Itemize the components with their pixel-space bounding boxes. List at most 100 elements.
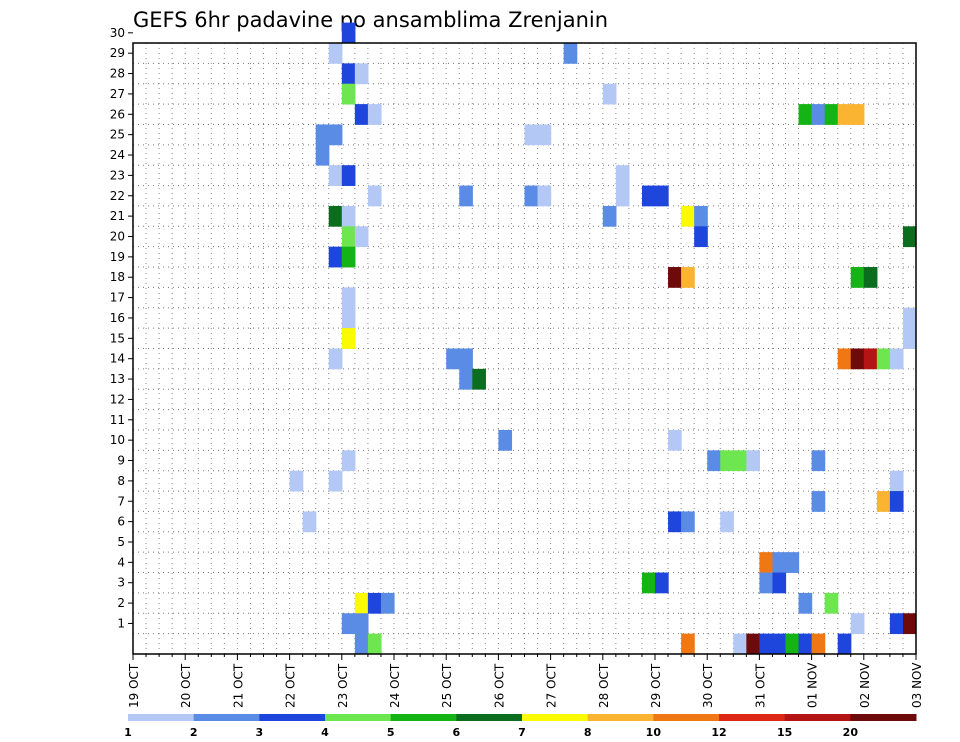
x-tick-label: 28 OCT (597, 663, 611, 708)
precip-cell (315, 124, 330, 146)
colorbar-swatch (456, 714, 523, 721)
precip-cell (681, 205, 695, 227)
y-tick-label: 23 (110, 168, 125, 182)
precip-cell (785, 552, 800, 573)
y-tick-label: 30 (110, 26, 125, 40)
precip-cell (328, 205, 343, 227)
x-tick-label: 27 OCT (545, 663, 559, 708)
precip-cell (315, 144, 330, 166)
precip-cell (602, 205, 617, 227)
precip-cell (328, 348, 343, 370)
precip-cell (498, 429, 513, 451)
precip-cell (354, 592, 369, 614)
precip-cell (328, 43, 343, 64)
y-tick-label: 12 (110, 392, 125, 406)
precip-cell (354, 633, 369, 655)
precip-cell (615, 185, 630, 207)
x-tick-label: 24 OCT (388, 663, 402, 708)
precip-cell (824, 104, 839, 125)
colorbar-swatch (522, 714, 589, 721)
precip-cell (341, 165, 356, 186)
precip-cell (850, 348, 865, 370)
colorbar-swatch (390, 714, 457, 721)
precip-cell (850, 267, 865, 288)
precip-cell (876, 348, 891, 370)
colorbar-label: 1 (124, 726, 132, 739)
precip-cell (863, 348, 878, 370)
y-tick-label: 18 (110, 270, 125, 284)
precip-cell (902, 328, 916, 349)
precip-cell (772, 572, 787, 594)
x-tick-label: 31 OCT (753, 663, 767, 708)
precip-cell (537, 185, 552, 207)
precip-cell (863, 267, 878, 288)
precip-cell (876, 491, 891, 512)
precip-cell (889, 348, 904, 370)
y-tick-label: 7 (117, 494, 125, 508)
precip-cell (850, 613, 865, 635)
colorbar-swatch (193, 714, 260, 721)
precip-cell (902, 613, 916, 635)
colorbar-swatch (850, 714, 917, 721)
y-tick-label: 20 (110, 229, 125, 243)
precip-cell (341, 63, 356, 85)
precip-cell (446, 348, 460, 370)
precip-cell (811, 104, 826, 125)
precip-cell (459, 185, 473, 207)
x-tick-label: 23 OCT (336, 663, 350, 708)
colorbar-label: 15 (777, 726, 792, 739)
precip-cell (537, 124, 552, 146)
precip-cell (602, 83, 617, 105)
precip-cell (798, 592, 813, 614)
precip-cell (811, 491, 826, 512)
precip-cell (837, 348, 852, 370)
y-tick-label: 4 (117, 555, 125, 569)
precip-cell (354, 63, 369, 85)
y-tick-label: 14 (110, 352, 125, 366)
precip-cell (354, 226, 369, 248)
colorbar-swatch (128, 714, 195, 721)
x-tick-label: 26 OCT (492, 663, 506, 708)
y-tick-label: 25 (110, 128, 125, 142)
precip-cell (772, 633, 787, 655)
precip-cell (733, 450, 747, 472)
x-tick-label: 20 OCT (179, 663, 193, 708)
precip-cell (563, 43, 578, 64)
y-tick-label: 19 (110, 250, 125, 264)
colorbar-label: 5 (387, 726, 395, 739)
y-tick-label: 22 (110, 189, 125, 203)
y-axis: 1234567891011121314151617181920212223242… (110, 26, 133, 630)
precip-cell (746, 633, 760, 655)
colorbar-swatch (719, 714, 786, 721)
precip-cell (668, 511, 682, 533)
precip-cell (341, 287, 356, 309)
precip-cell (889, 491, 904, 512)
precip-cell (694, 226, 708, 248)
precip-cell (341, 205, 356, 227)
precip-cell (472, 368, 486, 390)
precip-cell (459, 348, 473, 370)
precip-cell (459, 368, 473, 390)
y-tick-label: 8 (117, 474, 125, 488)
precip-cell (785, 633, 800, 655)
x-tick-label: 21 OCT (231, 663, 245, 708)
precip-cell (902, 307, 916, 329)
precip-cell (341, 450, 356, 472)
precip-cell (380, 592, 395, 614)
precip-cell (837, 633, 852, 655)
x-tick-label: 01 NOV (806, 662, 820, 708)
precip-cell (902, 226, 916, 248)
precip-cell (720, 511, 734, 533)
precip-cell (772, 552, 787, 573)
precip-cell (694, 205, 708, 227)
y-tick-label: 24 (110, 148, 125, 162)
precip-cell (341, 22, 356, 44)
colorbar-swatch (784, 714, 851, 721)
x-tick-label: 30 OCT (701, 663, 715, 708)
colorbar-label: 6 (453, 726, 461, 739)
colorbar-label: 3 (256, 726, 264, 739)
precip-cell (655, 572, 669, 594)
precip-cell (681, 267, 695, 288)
precip-cell (759, 633, 774, 655)
precip-cell (341, 246, 356, 268)
